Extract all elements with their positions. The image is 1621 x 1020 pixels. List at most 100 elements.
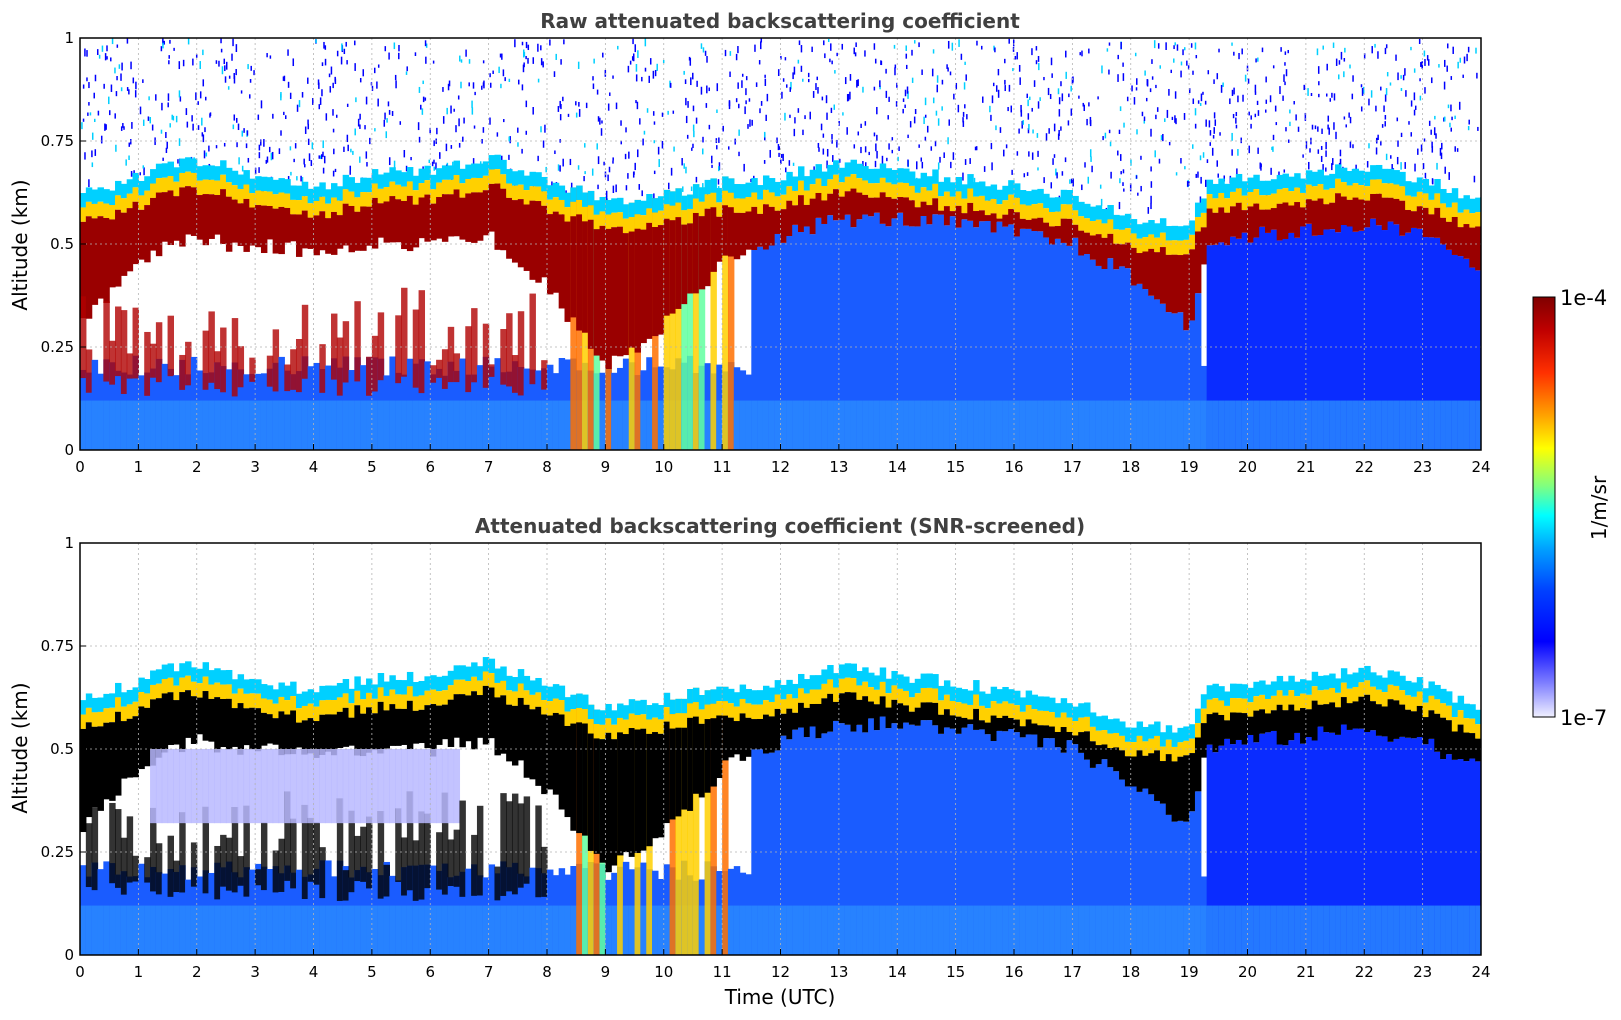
field-column-surface <box>1265 400 1272 450</box>
field-column-boundary <box>1428 237 1435 450</box>
noise-speck <box>627 65 630 73</box>
noise-speck <box>221 66 224 75</box>
field-column-boundary <box>1370 218 1377 450</box>
x-tick-label: 23 <box>1413 963 1432 981</box>
noise-speck <box>191 115 193 122</box>
noise-speck <box>743 163 745 172</box>
field-cloud-edge <box>336 697 344 712</box>
field-cloud-core <box>295 722 303 748</box>
noise-speck <box>1022 120 1024 125</box>
noise-speck <box>1333 93 1336 101</box>
noise-speck <box>1140 185 1142 192</box>
field-cloud-core <box>582 723 589 836</box>
field-cloud-core <box>850 188 857 228</box>
noise-speck <box>696 80 698 87</box>
field-cloud-edge <box>1276 189 1284 204</box>
field-column-surface <box>1270 400 1278 450</box>
field-column-surface <box>949 905 957 955</box>
noise-speck <box>352 150 354 155</box>
field-cloud-core <box>447 194 455 237</box>
field-cloud-edge <box>237 674 245 689</box>
field-cloud-edge <box>1463 195 1470 210</box>
field-column-surface <box>862 905 869 955</box>
field-cloud-edge <box>657 704 665 720</box>
noise-speck <box>223 58 226 65</box>
noise-speck <box>354 40 356 46</box>
field-cloud-edge <box>1265 195 1272 210</box>
field-cloud-edge <box>704 690 712 705</box>
noise-speck <box>1101 65 1103 74</box>
field-cloud-edge <box>103 693 110 709</box>
field-cloud-core <box>1008 209 1015 225</box>
field-cloud-edge <box>967 188 974 203</box>
noise-speck <box>1065 50 1067 58</box>
field-gap-region <box>196 749 204 824</box>
field-cloud-core <box>716 216 723 262</box>
field-low-cloud <box>126 353 134 379</box>
field-cloud-core <box>897 197 904 213</box>
field-cloud-edge <box>792 698 799 713</box>
field-cloud-edge <box>1346 688 1354 704</box>
field-column-surface <box>453 400 461 450</box>
noise-speck <box>711 164 713 168</box>
field-cloud-core <box>862 194 869 215</box>
noise-speck <box>834 70 836 74</box>
field-low-cloud <box>471 308 478 383</box>
field-column-surface <box>838 905 846 955</box>
field-cloud-core <box>1270 208 1278 230</box>
noise-speck <box>1166 109 1169 118</box>
field-cloud-edge <box>570 201 577 217</box>
field-cloud-edge <box>406 686 414 701</box>
noise-speck <box>307 77 309 84</box>
field-cloud-edge <box>313 706 320 722</box>
noise-speck <box>1192 70 1194 75</box>
noise-speck <box>1331 92 1333 98</box>
noise-speck <box>1182 49 1184 56</box>
field-low-cloud <box>185 341 192 386</box>
noise-speck <box>1200 93 1203 102</box>
field-column-surface <box>926 400 933 450</box>
noise-speck <box>1174 42 1176 46</box>
noise-speck <box>1194 42 1197 50</box>
field-cloud-edge <box>295 708 303 723</box>
field-cloud-edge <box>1259 195 1266 210</box>
field-gap-region <box>237 749 245 824</box>
field-cloud-edge <box>727 178 735 193</box>
noise-speck <box>842 112 844 116</box>
field-cloud-core <box>401 708 408 745</box>
field-column-surface <box>879 400 887 450</box>
x-tick-label: 9 <box>601 458 611 476</box>
field-column-surface <box>1317 400 1324 450</box>
noise-speck <box>607 103 610 111</box>
field-column-surface <box>1177 400 1184 450</box>
noise-speck <box>708 87 710 92</box>
noise-speck <box>1248 145 1251 154</box>
field-cloud-core <box>1288 704 1295 741</box>
field-cloud-edge <box>436 182 443 198</box>
field-cloud-edge <box>1358 185 1365 200</box>
field-column-boundary <box>1463 258 1470 450</box>
field-cloud-edge <box>1194 723 1202 738</box>
field-cloud-edge <box>1329 673 1336 688</box>
field-column-surface <box>1107 400 1114 450</box>
field-cloud-edge <box>634 214 641 229</box>
noise-speck <box>559 100 561 108</box>
noise-speck <box>904 89 907 97</box>
noise-speck <box>802 78 804 82</box>
field-cloud-edge <box>1130 219 1138 234</box>
field-cloud-edge <box>523 690 531 705</box>
noise-speck <box>811 46 813 53</box>
field-cloud-core <box>967 202 974 221</box>
noise-speck <box>822 133 825 138</box>
field-cloud-core <box>214 195 221 235</box>
x-tick-label: 0 <box>75 458 85 476</box>
field-column-boundary <box>1463 761 1470 955</box>
noise-speck <box>1383 105 1385 112</box>
noise-speck <box>686 134 689 139</box>
noise-speck <box>472 82 475 89</box>
field-column-surface <box>97 905 104 955</box>
noise-speck <box>652 70 655 79</box>
field-column-boundary <box>1218 242 1225 450</box>
noise-speck <box>359 124 361 129</box>
field-column-precip <box>710 178 717 450</box>
